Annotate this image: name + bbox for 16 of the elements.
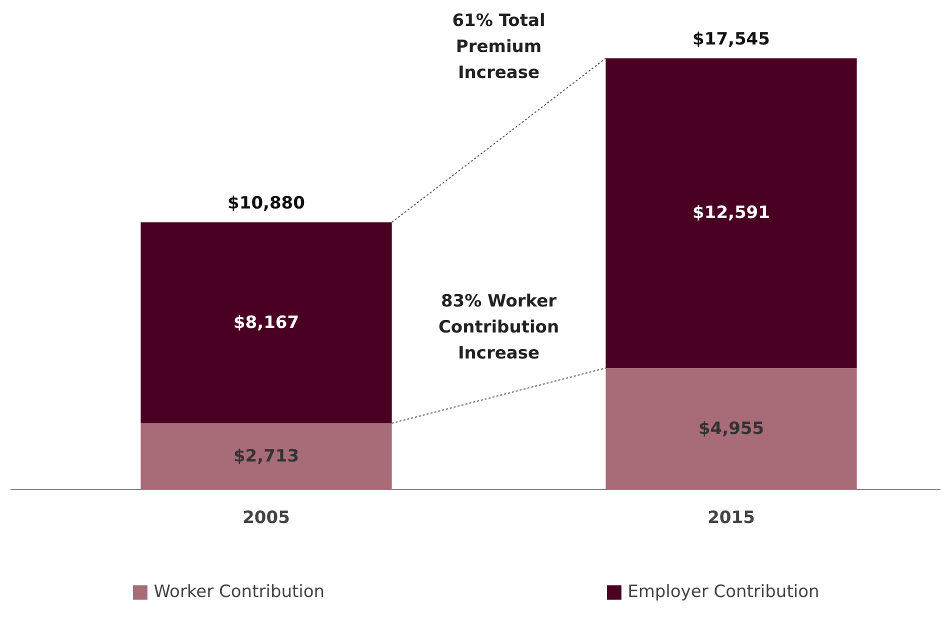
data-label: $2,713 [233,446,300,467]
data-label: $12,591 [692,203,770,224]
data-label: $8,167 [233,312,300,333]
total-label: $10,880 [228,194,306,214]
bar [606,58,857,368]
bar [606,368,857,490]
x-tick-label: 2015 [708,508,755,528]
x-tick-label: 2005 [242,508,290,528]
legend-label: Worker Contribution [154,582,325,602]
data-label: $4,955 [698,419,764,440]
bar [140,222,392,424]
bar [140,423,392,490]
annotation: 61% Total Premium Increase [452,10,546,83]
legend-label: Employer Contribution [628,582,820,602]
total-label: $17,545 [692,30,770,50]
annotation: 83% Worker Contribution Increase [438,291,560,364]
